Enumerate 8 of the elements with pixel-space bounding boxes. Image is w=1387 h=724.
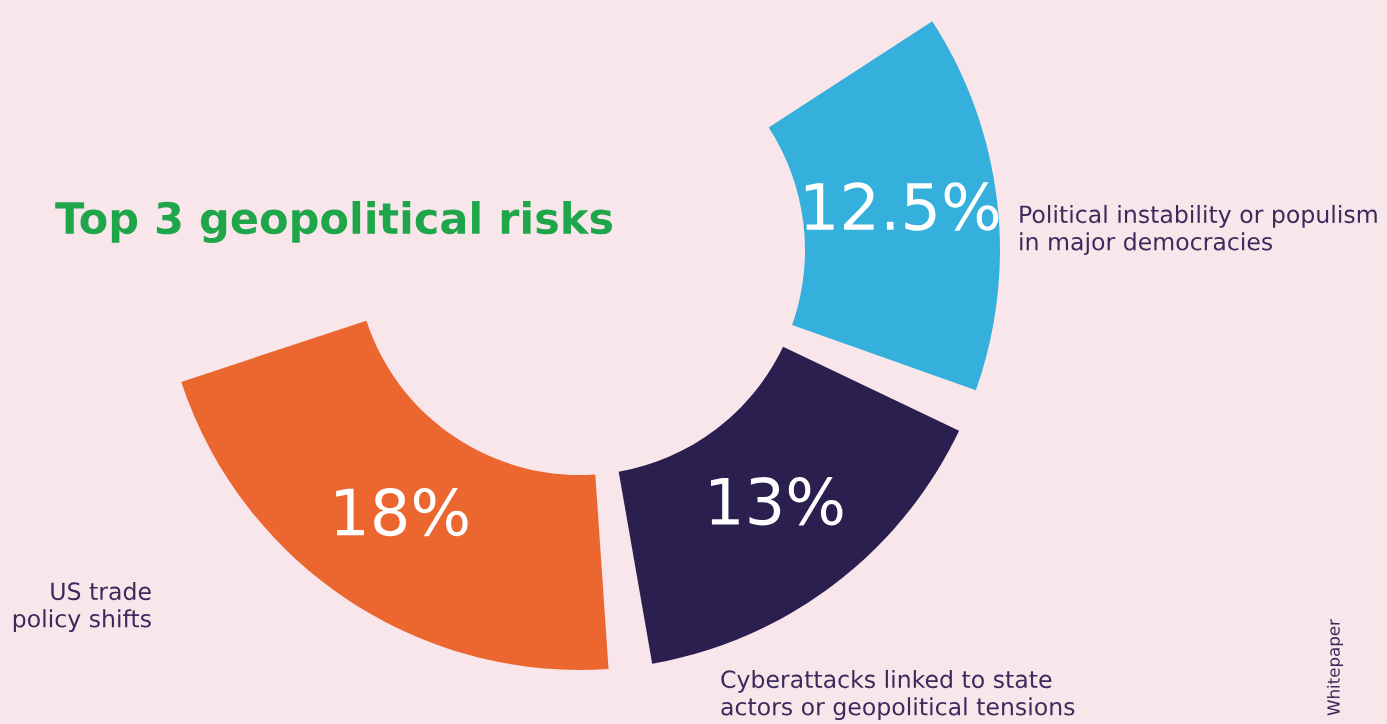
data-label: 12.5%	[805, 182, 999, 231]
slice-label: Cyberattacks linked to state actors or geopolitical tensions	[721, 669, 1075, 721]
data-label: 13%	[711, 477, 843, 526]
slice-label: Political instability or populism in major democracies	[1020, 204, 1377, 256]
data-label: 18%	[336, 487, 468, 537]
text: Whitepaper	[1326, 619, 1344, 716]
slice-label: US trade policy shifts	[13, 581, 151, 633]
text: Top 3 geopolitical risks	[55, 201, 613, 243]
